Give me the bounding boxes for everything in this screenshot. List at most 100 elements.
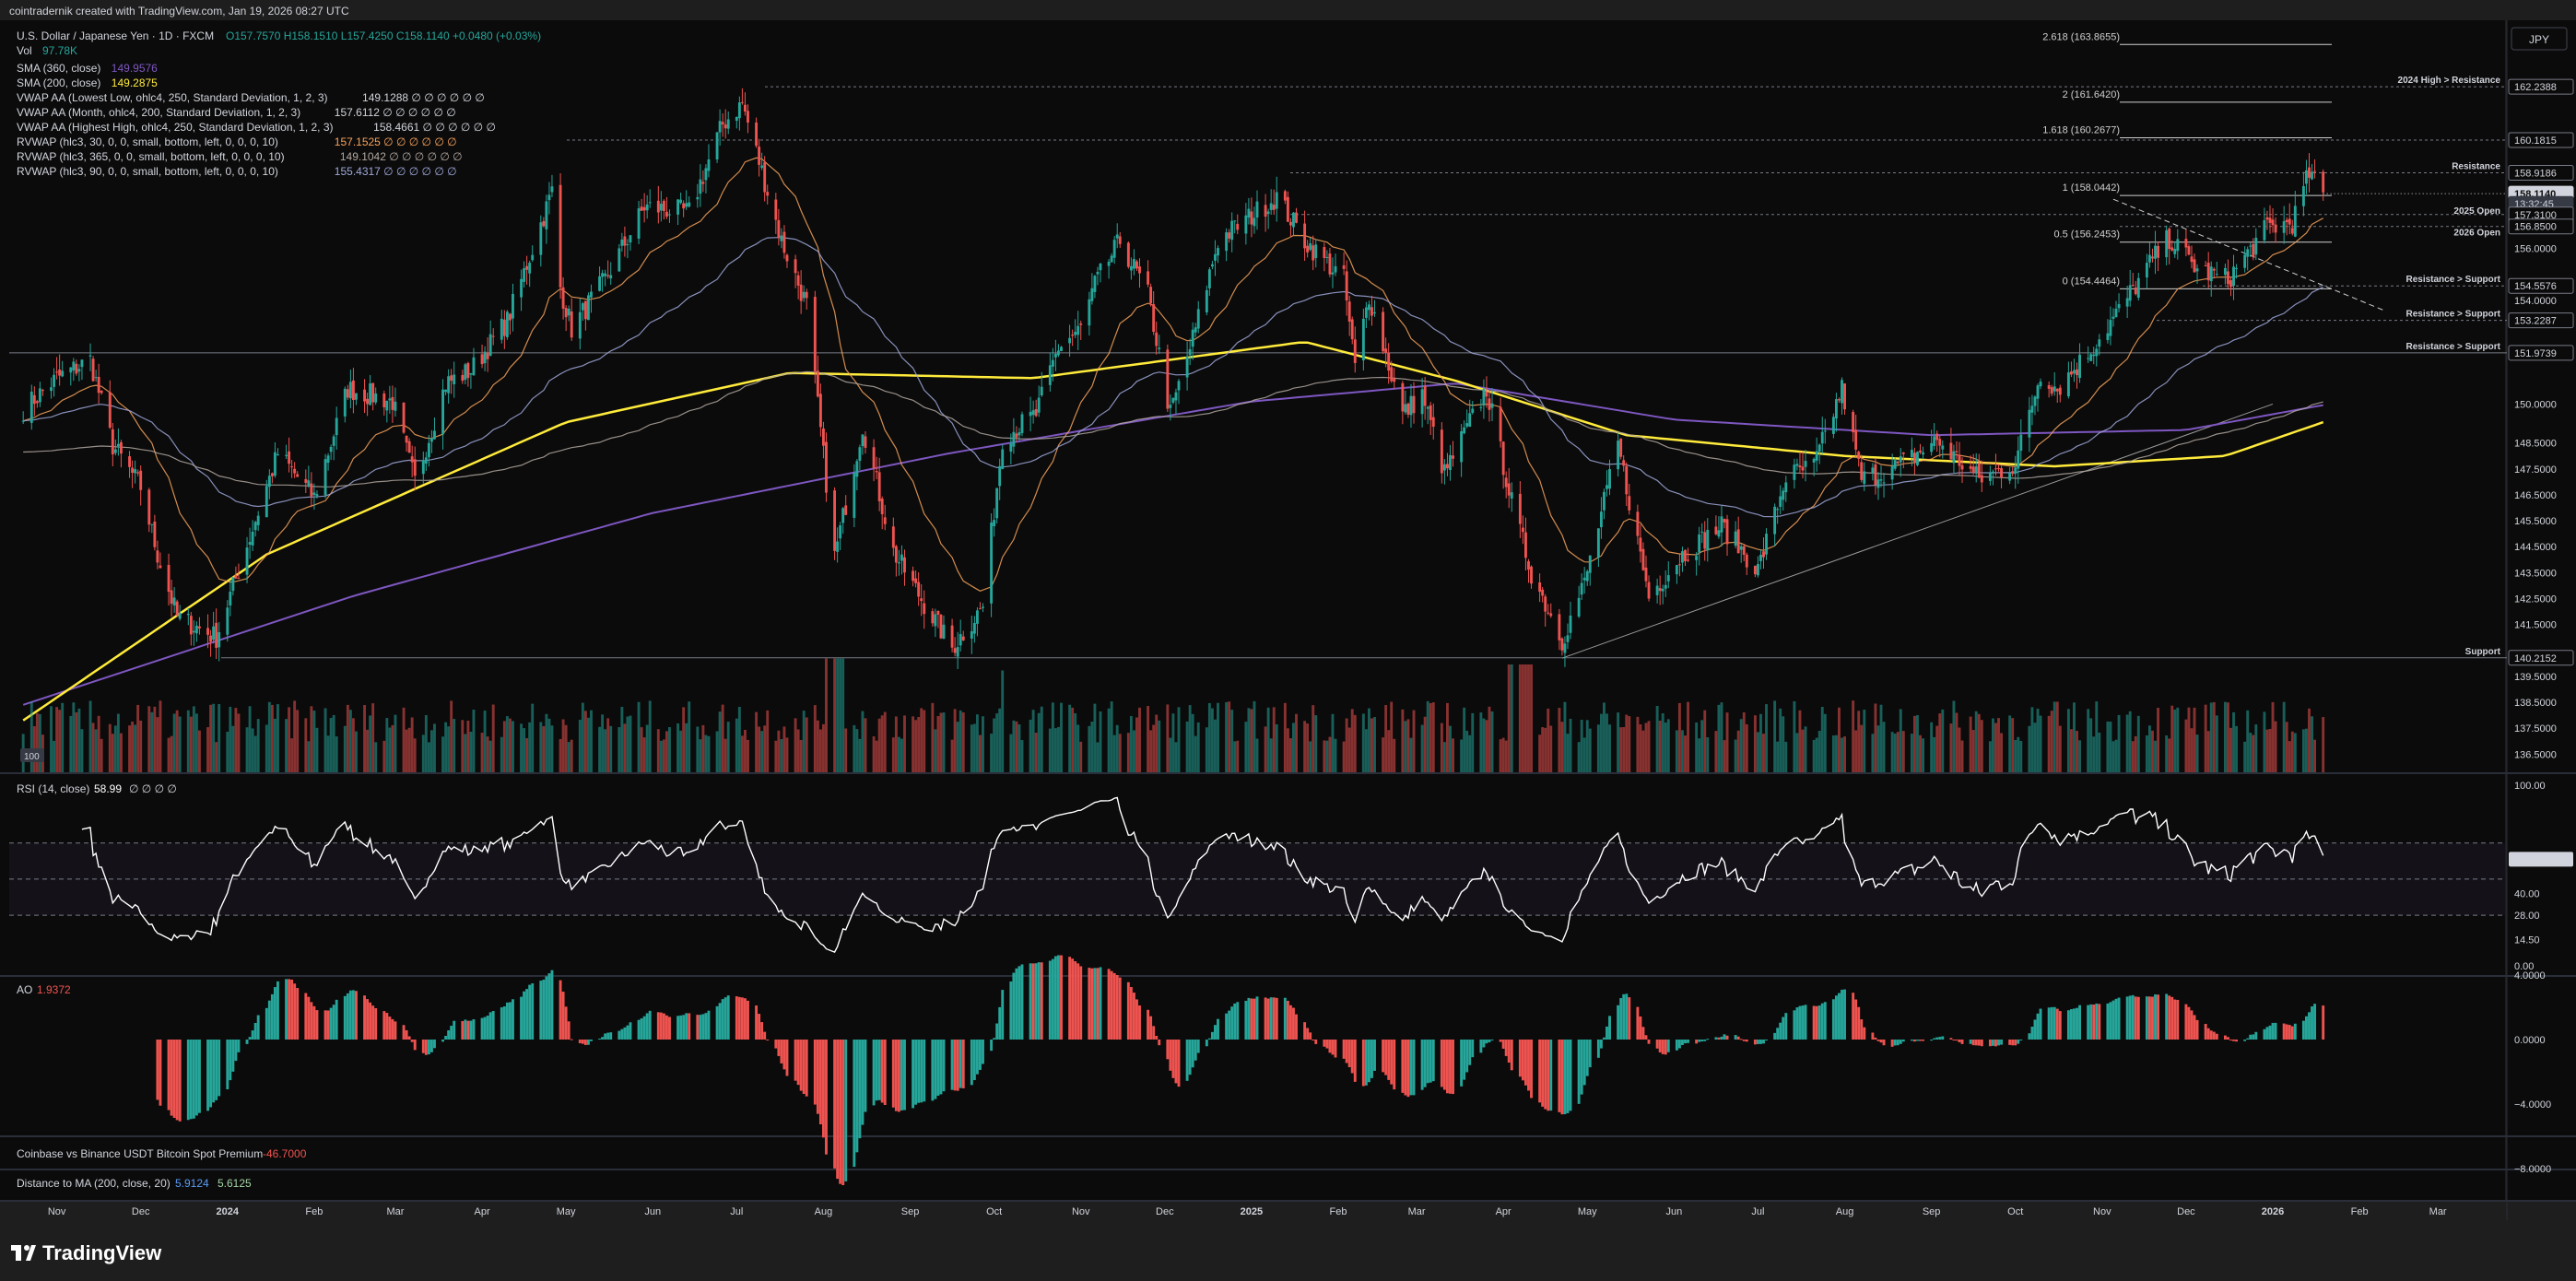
candle-body: [2252, 243, 2255, 257]
ao-bar: [1118, 977, 1122, 1040]
ao-bar: [2282, 1023, 2286, 1040]
ao-bar: [1088, 968, 1091, 1040]
candle-body: [912, 570, 915, 582]
ao-bar: [2249, 1034, 2253, 1040]
volume-bar: [1527, 664, 1530, 772]
ao-bar: [1817, 1005, 1821, 1040]
legend-indicator-label[interactable]: SMA (360, close): [17, 62, 100, 75]
volume-bar: [1350, 709, 1354, 772]
ao-bar: [1048, 960, 1052, 1040]
ao-bar: [1980, 1040, 1983, 1047]
ao-bar: [821, 1040, 825, 1138]
candle-body: [2058, 387, 2062, 395]
price-axis[interactable]: 156.0000154.0000150.0000148.5000147.5000…: [2508, 78, 2574, 760]
candle-body: [1323, 247, 1326, 258]
rsi-title[interactable]: RSI (14, close): [17, 782, 89, 795]
volume-bar: [1706, 737, 1710, 772]
price-label-box: [2508, 132, 2574, 148]
ao-bar: [648, 1010, 652, 1040]
volume-bar: [1312, 705, 1315, 772]
rising-trendline[interactable]: [1561, 403, 2274, 659]
falling-trendline[interactable]: [2112, 198, 2385, 311]
candle-body: [1275, 192, 1278, 209]
fibonacci-retracement[interactable]: 2.618 (163.8655)2 (161.6420)1.618 (160.2…: [2042, 31, 2332, 289]
volume-bar: [61, 702, 65, 772]
ao-bar: [525, 989, 529, 1040]
legend-indicator-label[interactable]: VWAP AA (Month, ohlc4, 200, Standard Dev…: [17, 106, 300, 119]
premium-pane[interactable]: Coinbase vs Binance USDT Bitcoin Spot Pr…: [17, 1147, 307, 1160]
candle-body: [1596, 528, 1600, 558]
candle-body: [1406, 403, 1410, 415]
candle-body: [1272, 205, 1276, 210]
ao-title[interactable]: AO: [17, 983, 32, 996]
legend-indicator-label[interactable]: RVWAP (hlc3, 30, 0, 0, small, bottom, le…: [17, 135, 278, 148]
ao-bar: [715, 1005, 719, 1040]
ao-bar: [1994, 1040, 1997, 1047]
ao-bar: [1420, 1040, 1424, 1090]
candle-body: [1960, 464, 1964, 470]
candle-body: [2243, 254, 2247, 268]
ao-bar: [2148, 996, 2151, 1040]
ao-bar: [1017, 966, 1021, 1040]
candle-body: [1034, 408, 1038, 417]
volume-bar: [559, 738, 562, 772]
legend-indicator-label[interactable]: RVWAP (hlc3, 365, 0, 0, small, bottom, l…: [17, 150, 285, 163]
volume-bar: [1185, 721, 1189, 772]
candle-body: [2125, 298, 2129, 307]
rsi-pane[interactable]: RSI (14, close)58.99∅ ∅ ∅ ∅100.0060.0040…: [9, 781, 2573, 972]
volume-bar: [676, 723, 680, 772]
ao-bar: [194, 1040, 198, 1116]
currency-button-label[interactable]: JPY: [2529, 33, 2549, 46]
currency-button[interactable]: JPY: [2511, 27, 2568, 51]
volume-bar: [626, 716, 629, 772]
volume-bar: [920, 708, 923, 772]
volume-bar: [805, 717, 808, 772]
volume-bar: [343, 725, 347, 772]
candle-body: [1599, 511, 1603, 528]
volume-bar: [936, 715, 940, 772]
legend-indicator-label[interactable]: RVWAP (hlc3, 90, 0, 0, small, bottom, le…: [17, 165, 278, 178]
ao-bar: [1779, 1022, 1782, 1040]
ao-bar: [234, 1040, 238, 1062]
candle-body: [1429, 405, 1432, 420]
ao-bar: [864, 1040, 867, 1112]
time-tick-label: Nov: [2093, 1206, 2111, 1217]
candle-body: [1295, 212, 1298, 223]
candle-body: [276, 453, 279, 455]
volume-bar: [1129, 716, 1133, 772]
legend-indicator-label[interactable]: VWAP AA (Lowest Low, ohlc4, 250, Standar…: [17, 91, 328, 104]
legend-indicator-label[interactable]: VWAP AA (Highest High, ohlc4, 250, Stand…: [17, 121, 334, 134]
volume-bar: [1677, 702, 1681, 772]
ao-bar: [1401, 1040, 1405, 1093]
candle-body: [1155, 332, 1159, 347]
distance-pane[interactable]: Distance to MA (200, close, 20) 5.9124 5.6…: [17, 1177, 252, 1190]
price-label-text: 158.9186: [2514, 168, 2557, 179]
volume-bar: [1544, 727, 1547, 772]
candle-body: [407, 441, 411, 453]
volume-bar: [520, 723, 523, 772]
currency-button-box[interactable]: [2511, 27, 2568, 51]
volume-bar: [1420, 724, 1424, 772]
ao-bar: [488, 1012, 492, 1040]
ao-bar: [453, 1020, 456, 1040]
legend-indicator-label[interactable]: SMA (200, close): [17, 76, 100, 89]
candle-body: [2212, 268, 2216, 271]
time-axis[interactable]: Nov Dec 2024 Feb Mar Apr May Jun Jul Aug Sep Oct Nov…: [48, 1206, 2447, 1217]
ao-bar: [1687, 1040, 1689, 1043]
candle-body: [444, 389, 448, 393]
volume-bar: [1801, 729, 1805, 772]
candle-body: [1217, 248, 1219, 256]
premium-title[interactable]: Coinbase vs Binance USDT Bitcoin Spot Pr…: [17, 1147, 263, 1160]
volume-bars: [21, 658, 2325, 772]
distance-title[interactable]: Distance to MA (200, close, 20): [17, 1177, 171, 1190]
candle-body: [1580, 582, 1583, 595]
candle-body: [394, 401, 397, 411]
candle-body: [726, 119, 730, 129]
volume-bar: [1387, 730, 1391, 772]
ao-bar: [2151, 996, 2154, 1040]
legend[interactable]: U.S. Dollar / Japanese Yen · 1D · FXCM O1…: [17, 29, 541, 178]
candle-body: [1230, 220, 1234, 241]
